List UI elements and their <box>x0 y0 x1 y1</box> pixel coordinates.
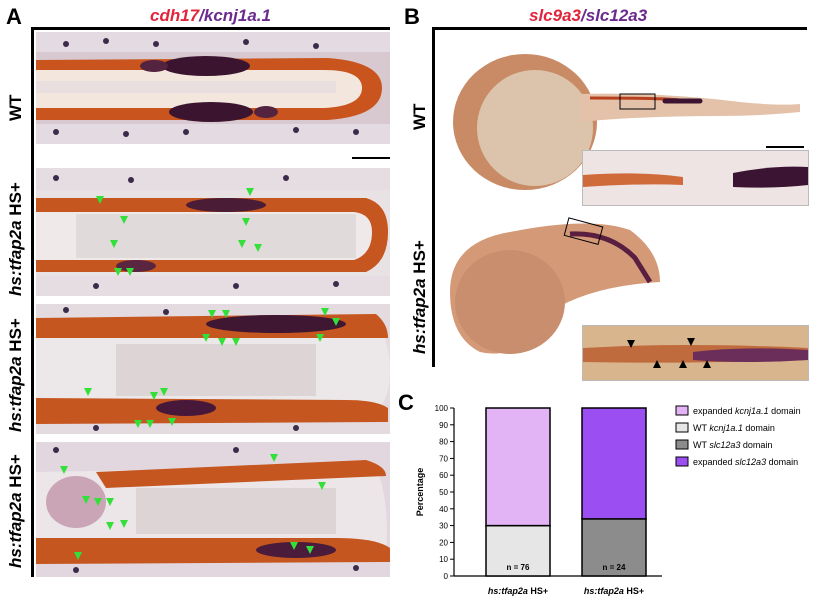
panel-a-title-sep: / <box>199 6 204 25</box>
panel-b-title: slc9a3/slc12a3 <box>529 6 647 26</box>
panel-b-scale-bar <box>766 146 804 148</box>
y-tick-label: 50 <box>439 488 448 497</box>
panel-b-title-sep: / <box>581 6 586 25</box>
panel-a-scale-bar <box>352 157 390 159</box>
panel-a-hs-image-1 <box>36 168 390 296</box>
panel-b-letter: B <box>404 4 420 29</box>
embryo-micrograph <box>36 304 390 434</box>
row-label-gene: hs:tfap2a <box>410 278 429 354</box>
panel-b-wt-embryo-image <box>440 32 807 202</box>
panel-c-letter: C <box>398 390 414 415</box>
bar-segment <box>581 518 647 577</box>
panel-a-hs-image-3 <box>36 442 390 577</box>
legend-entry: WT slc12a3 domain <box>693 440 772 450</box>
whole-embryo-micrograph <box>440 32 807 202</box>
legend-swatch <box>675 456 689 467</box>
y-tick-label: 30 <box>439 522 448 531</box>
panel-b-title-gene2: slc12a3 <box>585 6 648 25</box>
panel-a-title: cdh17/kcnj1a.1 <box>150 6 271 26</box>
y-tick-label: 40 <box>439 505 448 514</box>
legend-swatch <box>675 422 689 433</box>
panel-a-left-rule <box>31 27 34 577</box>
bar-segment <box>485 407 551 527</box>
panel-a-title-gene2: kcnj1a.1 <box>203 6 271 25</box>
panel-b-row1-label: WT <box>410 104 430 130</box>
panel-a-wt-image <box>36 32 390 144</box>
row-label-gene: hs:tfap2a <box>6 220 25 296</box>
panel-b-hs-inset-image <box>582 325 809 381</box>
y-tick-label: 10 <box>439 555 448 564</box>
x-category-label: hs:tfap2a HS+ <box>584 586 644 596</box>
panel-b-wt-inset-image <box>582 150 809 206</box>
row-label-text: WT <box>6 94 25 121</box>
legend-entry: expanded kcnj1a.1 domain <box>693 406 801 416</box>
panel-b-left-rule <box>432 27 435 367</box>
panel-a-row3-label: hs:tfap2a HS+ <box>6 318 25 432</box>
y-tick-label: 80 <box>439 438 448 447</box>
bar-n-label: n = 76 <box>507 563 530 572</box>
panel-a-hs-image-2 <box>36 304 390 434</box>
bar-segment <box>581 407 647 520</box>
panel-c-chart: 0 10 20 30 40 50 60 70 80 90 100 Percentage n = 76 hs… <box>415 404 801 596</box>
y-tick-label: 70 <box>439 454 448 463</box>
embryo-micrograph <box>36 168 390 296</box>
row-label-gene: hs:tfap2a <box>6 492 25 568</box>
legend-entry: expanded slc12a3 domain <box>693 457 798 467</box>
inset-micrograph <box>583 151 808 205</box>
y-tick-label: 0 <box>444 572 449 581</box>
panel-a-row4-label: hs:tfap2a HS+ <box>6 454 25 568</box>
inset-micrograph <box>583 326 808 380</box>
panel-b-top-rule <box>432 27 807 30</box>
y-tick-label: 60 <box>439 471 448 480</box>
y-axis-label: Percentage <box>415 468 425 517</box>
row-label-gene: hs:tfap2a <box>6 356 25 432</box>
panel-a-top-rule <box>31 27 390 30</box>
legend-swatch <box>675 405 689 416</box>
bar-segment <box>485 524 551 577</box>
bar-n-label: n = 24 <box>603 563 626 572</box>
legend-swatch <box>675 439 689 450</box>
panel-b-row2-label: hs:tfap2a HS+ <box>410 240 429 354</box>
panel-a-row2-label: hs:tfap2a HS+ <box>6 182 25 296</box>
legend-entry: WT kcnj1a.1 domain <box>693 423 775 433</box>
panel-b-title-gene1: slc9a3 <box>529 6 581 25</box>
panel-a-letter: A <box>6 4 22 29</box>
panel-a-title-gene1: cdh17 <box>150 6 200 25</box>
embryo-micrograph <box>36 32 390 144</box>
y-tick-label: 100 <box>435 404 449 413</box>
row-label-text: WT <box>410 103 429 130</box>
embryo-micrograph <box>36 442 390 577</box>
panel-a-row1-label: WT <box>6 95 26 121</box>
y-tick-label: 90 <box>439 421 448 430</box>
x-category-label: hs:tfap2a HS+ <box>488 586 548 596</box>
y-tick-label: 20 <box>439 538 448 547</box>
